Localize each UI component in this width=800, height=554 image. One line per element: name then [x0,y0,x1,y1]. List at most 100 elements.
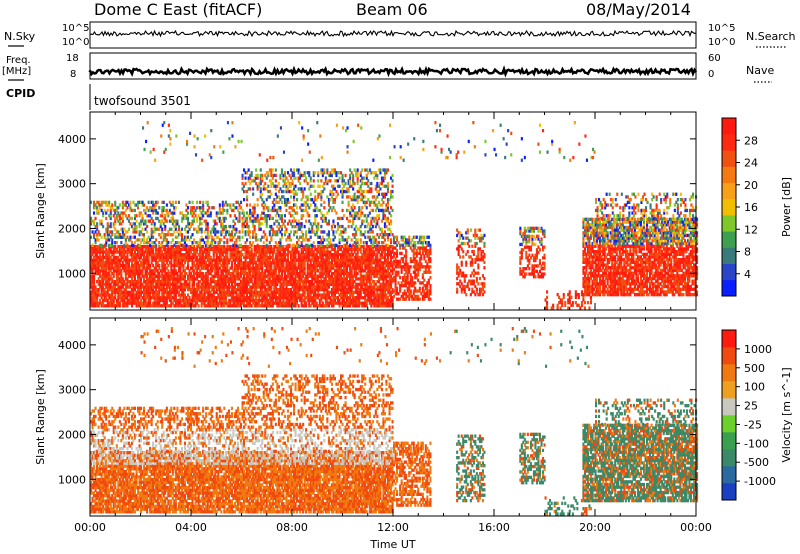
echo-cell [271,274,274,278]
echo-cell [150,245,153,249]
echo-cell [373,261,376,265]
cpid-text: twofsound 3501 [94,94,191,108]
echo-cell [362,304,365,308]
echo-cell [356,298,359,303]
echo-cell [255,168,258,172]
echo-cell [218,266,221,270]
echo-cell [127,261,130,265]
echo-cell [171,271,174,276]
echo-cell [188,285,191,289]
echo-cell [338,253,341,257]
echo-cell [206,274,209,278]
echo-cell [246,280,249,284]
echo-cell [250,266,253,270]
echo-cell [232,285,235,289]
echo-cell [144,266,147,270]
echo-cell [214,266,217,270]
echo-cell [90,222,93,226]
echo-cell [108,238,111,242]
echo-cell [320,277,323,281]
echo-cell [159,255,162,260]
echo-cell [259,304,262,308]
echo-cell [106,258,109,262]
echo-cell [265,298,268,303]
echo-cell [376,298,379,303]
echo-cell [94,296,97,300]
echo-cell [293,266,296,270]
echo-cell [127,263,130,268]
echo-cell [176,301,179,305]
echo-cell [129,250,132,254]
echo-cell [221,253,224,257]
echo-cell [270,269,273,273]
echo-cell [241,280,244,284]
echo-cell [370,250,373,254]
echo-cell [321,301,324,305]
echo-cell [256,255,259,260]
echo-cell [153,301,156,305]
echo-cell [273,288,276,292]
echo-cell [229,301,232,305]
echo-cell [202,285,205,289]
echo-cell [215,288,218,292]
echo-cell [346,288,349,292]
echo-cell [138,285,141,289]
echo-cell [165,253,168,257]
echo-cell [380,255,383,260]
echo-cell [300,266,303,270]
echo-cell [149,290,152,294]
echo-cell [243,271,246,276]
echo-cell [217,247,220,251]
echo-cell [286,304,289,308]
echo-cell [91,290,94,294]
echo-cell [336,285,339,289]
echo-cell [349,288,352,292]
echo-cell [241,288,244,292]
echo-cell [102,255,105,260]
echo-cell [329,266,332,270]
echo-cell [356,301,359,305]
echo-cell [152,255,155,260]
echo-cell [223,245,226,249]
echo-cell [259,288,262,292]
echo-cell [364,296,367,300]
echo-cell [341,277,344,281]
echo-cell [226,238,229,242]
echo-cell [126,285,129,289]
echo-cell [368,271,371,276]
echo-cell [294,261,297,265]
echo-cell [361,304,364,308]
echo-cell [286,255,289,260]
echo-cell [317,290,320,294]
echo-cell [146,280,149,284]
echo-cell [144,227,147,231]
echo-cell [246,298,249,303]
echo-cell [199,247,202,251]
echo-cell [314,304,317,308]
echo-cell [94,241,97,245]
echo-cell [149,304,152,308]
echo-cell [164,235,167,239]
echo-cell [346,277,349,281]
echo-cell [209,293,212,297]
echo-cell [340,277,343,281]
echo-cell [274,173,277,178]
echo-cell [271,269,274,273]
echo-cell [335,282,338,286]
echo-cell [146,282,149,286]
echo-cell [200,222,203,226]
echo-cell [246,250,249,254]
echo-cell [258,290,261,294]
echo-cell [246,247,249,251]
echo-cell [302,271,305,276]
echo-cell [193,290,196,294]
echo-cell [158,290,161,294]
echo-cell [280,255,283,260]
echo-cell [276,261,279,265]
echo-cell [249,298,252,303]
echo-cell [176,235,179,239]
echo-cell [318,245,321,249]
echo-cell [209,271,212,276]
echo-cell [221,277,224,281]
echo-cell [93,274,96,278]
